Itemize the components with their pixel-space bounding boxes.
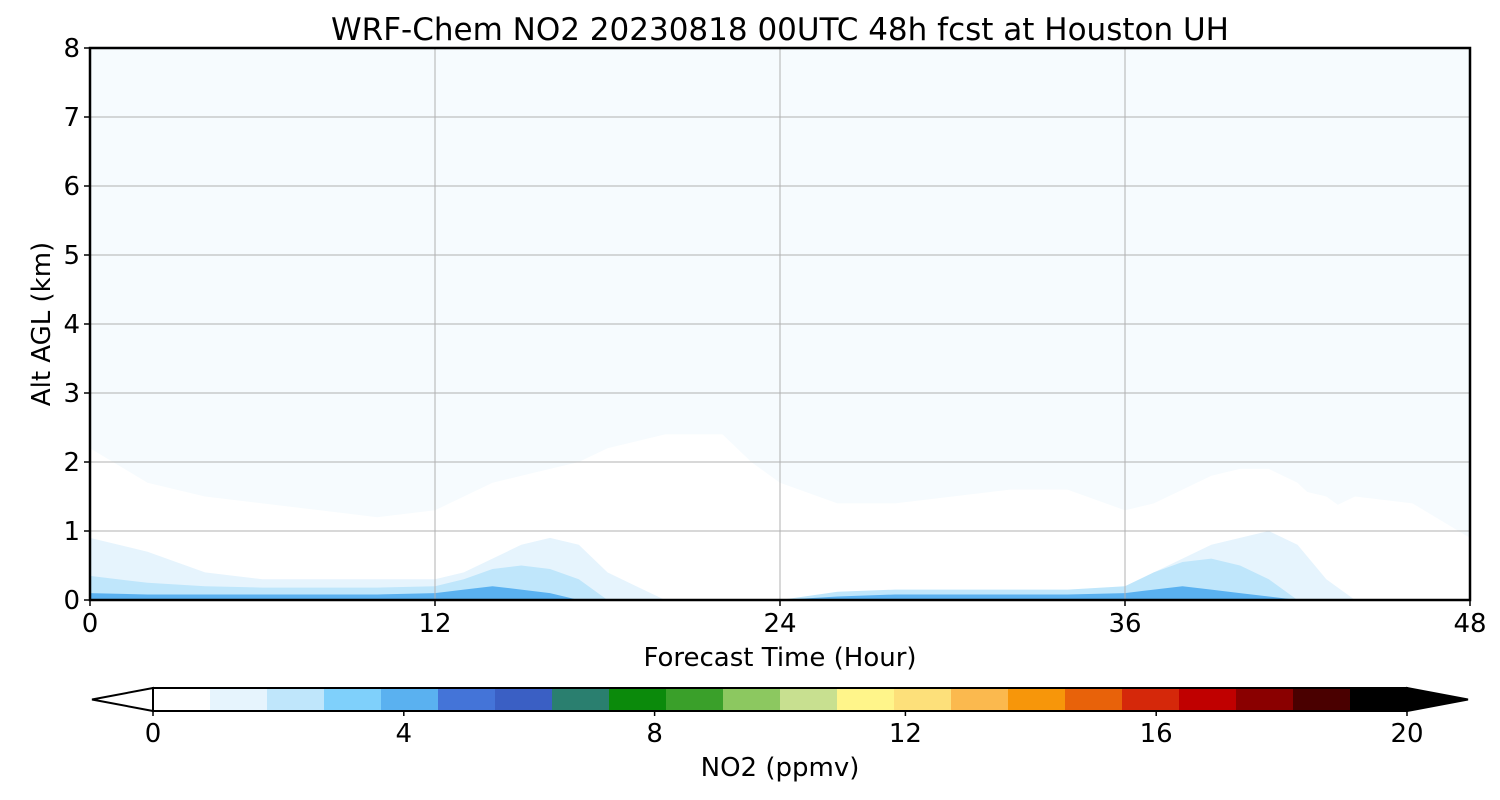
colorbar-segment-1	[210, 688, 268, 711]
x-axis-label: Forecast Time (Hour)	[643, 643, 916, 673]
colorbar-segment-2	[267, 688, 325, 711]
colorbar-segment-13	[894, 688, 952, 711]
y-tick-label-2: 2	[63, 448, 80, 478]
colorbar-tick-label-0: 0	[145, 719, 162, 749]
colorbar-segment-6	[495, 688, 553, 711]
colorbar-tick-label-3: 12	[889, 719, 922, 749]
colorbar-segment-10	[723, 688, 781, 711]
x-tick-label-2: 24	[763, 609, 796, 639]
colorbar-segment-17	[1122, 688, 1180, 711]
colorbar-label: NO2 (ppmv)	[701, 753, 860, 783]
colorbar-segment-20	[1293, 688, 1351, 711]
colorbar-segment-7	[552, 688, 610, 711]
y-tick-label-0: 0	[63, 586, 80, 616]
colorbar-extend-min	[91, 686, 154, 713]
colorbar-segment-0	[153, 688, 211, 711]
x-tick-label-4: 48	[1453, 609, 1486, 639]
colorbar-segment-9	[666, 688, 724, 711]
colorbar-segment-19	[1236, 688, 1294, 711]
colorbar-extend-max	[1406, 686, 1469, 713]
plot-area	[88, 46, 1472, 602]
colorbar-segment-5	[438, 688, 496, 711]
colorbar-segments	[153, 688, 1408, 711]
colorbar-tick-label-1: 4	[396, 719, 413, 749]
y-tick-label-1: 1	[63, 517, 80, 547]
colorbar-tick-label-5: 20	[1390, 719, 1423, 749]
colorbar-segment-18	[1179, 688, 1237, 711]
y-tick-label-7: 7	[63, 103, 80, 133]
colorbar-segment-12	[837, 688, 895, 711]
y-tick-label-4: 4	[63, 310, 80, 340]
y-tick-label-5: 5	[63, 241, 80, 271]
x-axis-ticks: 0 12 24 36 48	[82, 600, 1487, 639]
y-tick-label-6: 6	[63, 172, 80, 202]
colorbar-ticks: 0 4 8 12 16 20	[145, 711, 1424, 749]
y-tick-label-3: 3	[63, 379, 80, 409]
colorbar-tick-label-4: 16	[1140, 719, 1173, 749]
chart-title: WRF-Chem NO2 20230818 00UTC 48h fcst at …	[331, 12, 1229, 48]
colorbar-segment-4	[381, 688, 439, 711]
colorbar: 0 4 8 12 16 20 NO2 (ppmv)	[91, 686, 1469, 783]
colorbar-tick-label-2: 8	[646, 719, 663, 749]
colorbar-segment-3	[324, 688, 382, 711]
x-tick-label-1: 12	[418, 609, 451, 639]
colorbar-segment-14	[951, 688, 1009, 711]
y-axis-ticks: 0 1 2 3 4 5 6 7 8	[63, 34, 90, 616]
colorbar-frame	[152, 687, 1408, 712]
colorbar-segment-8	[609, 688, 667, 711]
x-tick-label-3: 36	[1108, 609, 1141, 639]
x-tick-label-0: 0	[82, 609, 99, 639]
colorbar-segment-15	[1008, 688, 1066, 711]
colorbar-segment-16	[1065, 688, 1123, 711]
colorbar-segment-21	[1350, 688, 1408, 711]
y-tick-label-8: 8	[63, 34, 80, 64]
colorbar-segment-11	[780, 688, 838, 711]
y-axis-label: Alt AGL (km)	[27, 242, 57, 406]
